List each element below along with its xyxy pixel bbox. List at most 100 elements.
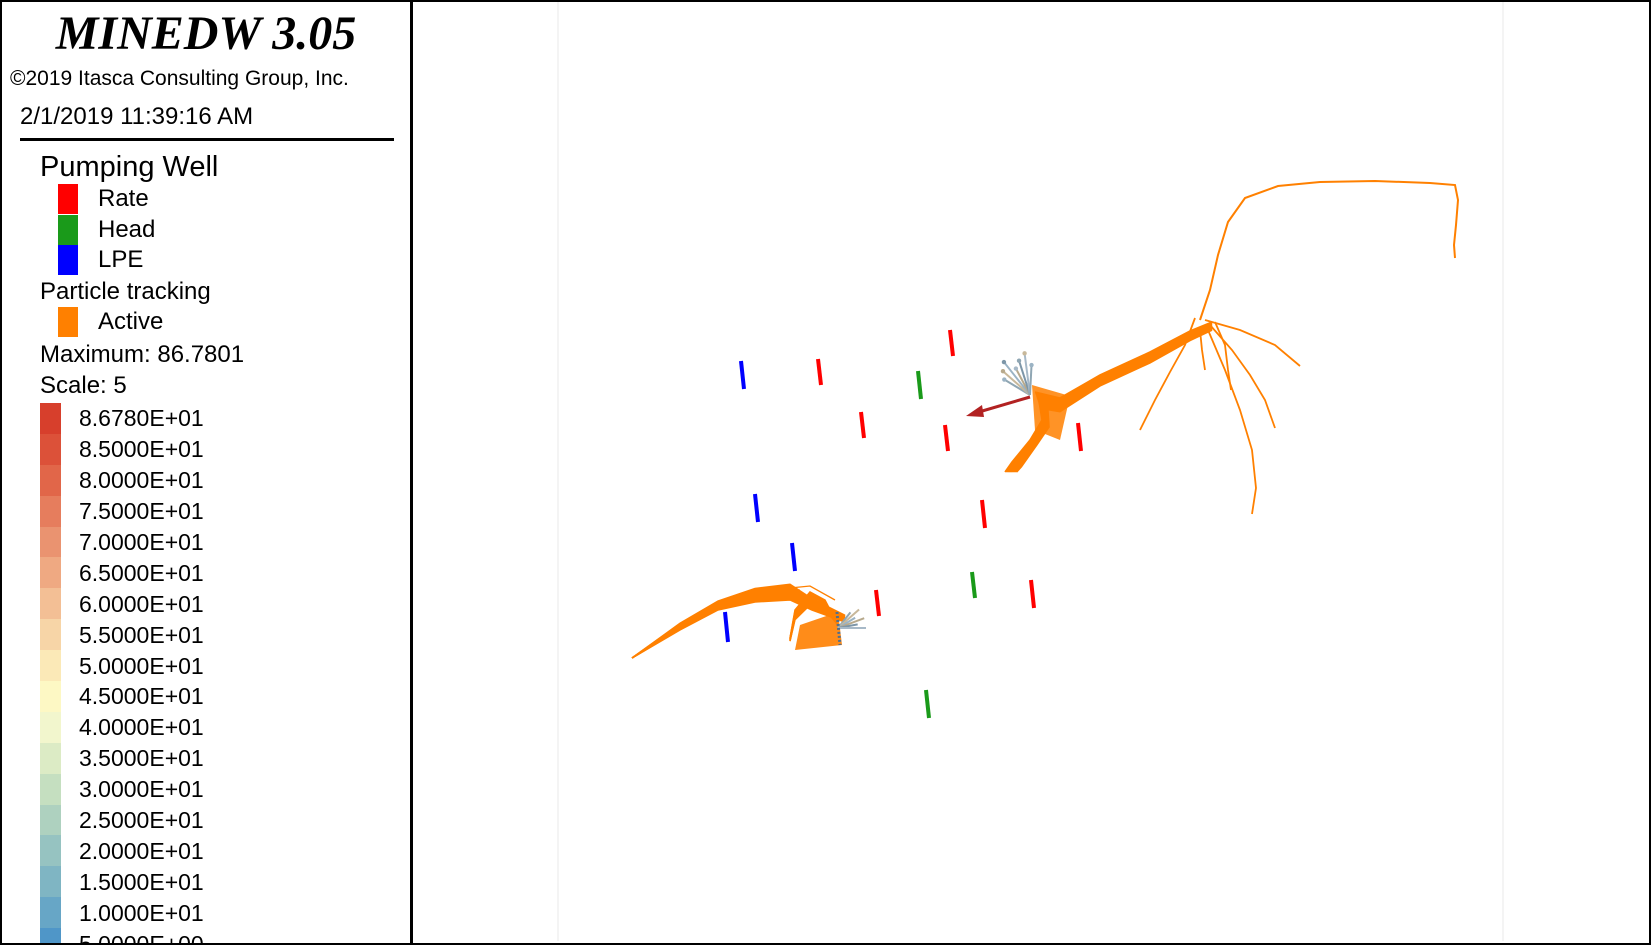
well-marker-head bbox=[924, 689, 931, 719]
pumping-well-title: Pumping Well bbox=[40, 151, 219, 183]
well-marker-head bbox=[916, 370, 923, 400]
colorbar-row: 2.5000E+01 bbox=[40, 804, 400, 836]
vector-arrow-head bbox=[1013, 366, 1019, 371]
colorbar-swatch bbox=[40, 742, 61, 774]
pathline bbox=[689, 599, 745, 619]
well-marker-lpe bbox=[739, 360, 746, 390]
vector-column bbox=[835, 611, 842, 646]
colorbar-label: 7.5000E+01 bbox=[79, 498, 204, 525]
legend-item-label: Rate bbox=[98, 185, 149, 212]
vector-arrow bbox=[1018, 360, 1031, 396]
legend-item-label: Active bbox=[98, 308, 164, 335]
head-swatch bbox=[58, 215, 78, 245]
vector-arrow-head bbox=[1001, 359, 1007, 365]
colorbar-swatch bbox=[40, 495, 61, 527]
colorbar-row: 8.0000E+01 bbox=[40, 464, 400, 496]
colorbar-swatch bbox=[40, 711, 61, 743]
model-viewport[interactable] bbox=[413, 2, 1649, 941]
copyright-text: ©2019 Itasca Consulting Group, Inc. bbox=[10, 67, 349, 90]
colorbar-label: 5.0000E+00 bbox=[79, 929, 204, 943]
scale-value: Scale: 5 bbox=[40, 372, 127, 399]
colorbar-swatch bbox=[40, 897, 61, 929]
colorbar-swatch bbox=[40, 403, 61, 434]
colorbar-row: 5.0000E+00 bbox=[40, 928, 400, 943]
legend-item-lpe: LPE bbox=[58, 245, 143, 275]
vector-arrow-head bbox=[966, 405, 984, 417]
colorbar-swatch bbox=[40, 928, 61, 943]
well-marker-head bbox=[970, 571, 977, 599]
legend-item-active: Active bbox=[58, 307, 163, 337]
colorbar-row: 8.5000E+01 bbox=[40, 433, 400, 465]
well-marker-rate bbox=[859, 411, 866, 439]
pumping-wells bbox=[723, 329, 1083, 719]
colorbar-label: 6.5000E+01 bbox=[79, 559, 204, 586]
colorbar-swatch bbox=[40, 526, 61, 558]
colorbar-label: 8.5000E+01 bbox=[79, 436, 204, 463]
colorbar-swatch bbox=[40, 681, 61, 712]
vector-arrow-head bbox=[1002, 377, 1007, 382]
lpe-swatch bbox=[58, 245, 78, 275]
pathline-branch bbox=[1209, 324, 1276, 429]
colorbar-row: 6.0000E+01 bbox=[40, 588, 400, 620]
well-marker-lpe bbox=[790, 542, 797, 572]
colorbar-label: 3.5000E+01 bbox=[79, 745, 204, 772]
well-marker-lpe bbox=[723, 611, 730, 643]
colorbar-label: 6.0000E+01 bbox=[79, 590, 204, 617]
velocity-vectors bbox=[835, 351, 1034, 646]
well-marker-rate bbox=[948, 329, 955, 357]
colorbar-swatch bbox=[40, 804, 61, 836]
vector-arrow bbox=[1002, 370, 1031, 396]
app-title: MINEDW 3.05 bbox=[55, 7, 357, 60]
vector-arrow bbox=[1023, 353, 1031, 396]
colorbar-label: 4.5000E+01 bbox=[79, 683, 204, 710]
colorbar-label: 2.0000E+01 bbox=[79, 837, 204, 864]
colorbar-row: 5.5000E+01 bbox=[40, 619, 400, 651]
colorbar-row: 2.0000E+01 bbox=[40, 835, 400, 867]
well-marker-rate bbox=[1029, 579, 1036, 609]
colorbar-swatch bbox=[40, 650, 61, 682]
well-marker-rate bbox=[1076, 422, 1083, 452]
pathline-branch bbox=[1199, 329, 1206, 371]
colorbar-label: 1.5000E+01 bbox=[79, 868, 204, 895]
colorbar-label: 1.0000E+01 bbox=[79, 899, 204, 926]
legend-panel: MINEDW 3.05 ©2019 Itasca Consulting Grou… bbox=[2, 2, 413, 943]
pathline-branch bbox=[1214, 321, 1232, 391]
rate-swatch bbox=[58, 184, 78, 214]
pathline-core bbox=[1032, 385, 1070, 440]
colorbar-swatch bbox=[40, 773, 61, 805]
maximum-value: Maximum: 86.7801 bbox=[40, 341, 245, 368]
colorbar-label: 8.6780E+01 bbox=[79, 405, 204, 432]
colorbar-label: 8.0000E+01 bbox=[79, 467, 204, 494]
colorbar-row: 7.5000E+01 bbox=[40, 495, 400, 527]
colorbar-row: 1.0000E+01 bbox=[40, 897, 400, 929]
vector-arrow-head bbox=[1029, 362, 1034, 368]
timestamp: 2/1/2019 11:39:16 AM bbox=[20, 103, 254, 130]
colorbar-swatch bbox=[40, 588, 61, 620]
colorbar: 8.6780E+01 8.5000E+01 8.0000E+01 7.5000E+01… bbox=[40, 403, 400, 943]
colorbar-label: 4.0000E+01 bbox=[79, 714, 204, 741]
well-marker-rate bbox=[980, 499, 987, 529]
well-marker-rate bbox=[874, 589, 881, 617]
particle-tracking-title: Particle tracking bbox=[40, 278, 211, 305]
colorbar-row: 1.5000E+01 bbox=[40, 866, 400, 898]
colorbar-label: 2.5000E+01 bbox=[79, 807, 204, 834]
colorbar-swatch bbox=[40, 433, 61, 465]
pathline bbox=[789, 604, 839, 642]
colorbar-swatch bbox=[40, 866, 61, 898]
scene-canvas[interactable] bbox=[413, 2, 1649, 941]
header-divider bbox=[20, 138, 394, 141]
colorbar-row: 4.0000E+01 bbox=[40, 711, 400, 743]
colorbar-row: 5.0000E+01 bbox=[40, 650, 400, 682]
colorbar-swatch bbox=[40, 464, 61, 496]
pathline-branch bbox=[1204, 319, 1301, 367]
colorbar-row: 7.0000E+01 bbox=[40, 526, 400, 558]
vector-arrow bbox=[1029, 364, 1033, 396]
colorbar-swatch bbox=[40, 557, 61, 589]
colorbar-label: 3.0000E+01 bbox=[79, 776, 204, 803]
pathline-north-branch bbox=[1199, 179, 1460, 321]
well-marker-rate bbox=[943, 424, 950, 452]
colorbar-label: 5.0000E+01 bbox=[79, 652, 204, 679]
colorbar-row: 3.0000E+01 bbox=[40, 773, 400, 805]
active-swatch bbox=[58, 307, 78, 337]
legend-item-head: Head bbox=[58, 215, 155, 245]
